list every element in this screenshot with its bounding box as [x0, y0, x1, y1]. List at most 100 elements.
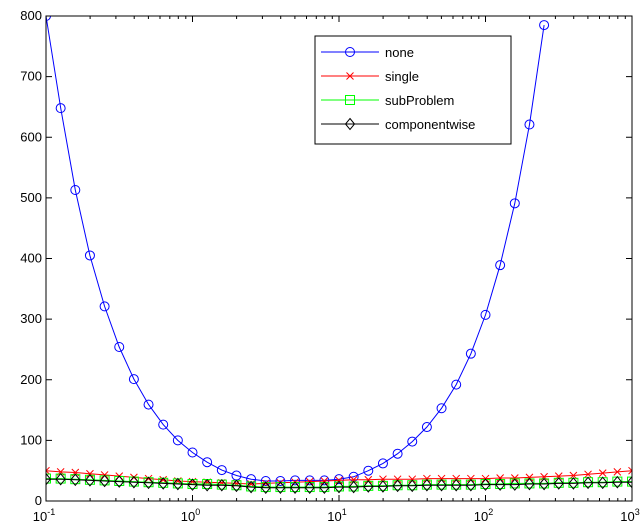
data-point-none: [70, 184, 81, 195]
data-point-none: [524, 119, 535, 130]
data-point-single: [408, 475, 417, 484]
data-point-single: [437, 474, 446, 483]
x-tick-label: 100: [181, 507, 200, 524]
data-point-componentwise: [319, 481, 330, 494]
data-point-single: [320, 477, 329, 485]
data-point-none: [392, 448, 403, 459]
marker-stroke: [613, 468, 622, 476]
marker-stroke: [496, 474, 505, 482]
plot-frame: [45, 15, 633, 502]
data-point-componentwise: [392, 479, 403, 493]
marker-stroke: [510, 474, 519, 482]
data-point-componentwise: [84, 474, 96, 487]
series-line-none: [46, 16, 545, 482]
data-point-none: [334, 474, 344, 485]
legend-label: componentwise: [385, 117, 475, 132]
marker-stroke: [628, 469, 632, 475]
data-point-componentwise: [480, 478, 491, 491]
marker-stroke: [423, 474, 431, 483]
data-point-none: [495, 260, 506, 271]
legend-entry-componentwise: componentwise: [321, 117, 475, 132]
data-point-single: [364, 475, 373, 484]
legend-marker: [345, 47, 355, 57]
data-point-componentwise: [187, 478, 198, 491]
marker-stroke: [437, 474, 446, 483]
x-tick-base: 10: [33, 509, 47, 524]
data-point-componentwise: [597, 476, 608, 490]
y-tick-label: 300: [20, 311, 42, 326]
data-point-componentwise: [451, 478, 462, 492]
data-point-componentwise: [158, 477, 169, 490]
data-point-none: [260, 475, 271, 486]
data-point-none: [128, 374, 139, 385]
data-point-none: [480, 309, 491, 320]
y-tick-labels: 0 100 200 300 400 500 600 700 800: [20, 8, 42, 508]
marker-stroke: [46, 469, 50, 475]
data-point-componentwise: [245, 480, 257, 494]
data-point-none: [421, 422, 432, 433]
data-point-single: [598, 469, 607, 477]
data-point-componentwise: [626, 475, 632, 489]
marker-stroke: [86, 469, 94, 478]
data-point-none: [363, 465, 374, 476]
data-point-componentwise: [582, 476, 594, 490]
data-point-none: [172, 435, 183, 446]
data-point-componentwise: [348, 480, 359, 494]
data-point-componentwise: [260, 481, 271, 494]
data-point-none: [158, 419, 169, 430]
data-point-none: [304, 475, 315, 486]
legend-marker: [346, 72, 354, 80]
x-tick-base: 10: [474, 509, 488, 524]
data-point-componentwise: [495, 478, 506, 491]
y-tick-label: 400: [20, 251, 42, 266]
data-point-componentwise: [70, 473, 81, 487]
marker-stroke: [452, 474, 461, 483]
data-point-componentwise: [231, 479, 242, 493]
data-point-componentwise: [538, 477, 550, 491]
marker-stroke: [466, 474, 475, 483]
y-tick-label: 100: [20, 432, 42, 447]
data-point-componentwise: [275, 481, 286, 494]
x-tick-exponent: -1: [47, 507, 55, 517]
data-point-componentwise: [143, 476, 154, 490]
x-tick-label: 101: [327, 507, 346, 524]
data-point-single: [452, 474, 461, 483]
x-tick-exponent: 3: [635, 507, 640, 517]
legend-marker: [345, 95, 355, 105]
x-tick-exponent: 1: [342, 507, 347, 517]
marker-stroke: [584, 470, 592, 479]
data-point-componentwise: [363, 480, 374, 493]
data-point-componentwise: [377, 480, 389, 493]
legend-entry-subProblem: subProblem: [321, 93, 454, 108]
data-point-none: [275, 475, 286, 486]
legend-marker: [344, 117, 356, 131]
data-point-single: [86, 469, 94, 478]
marker-stroke: [598, 469, 607, 477]
data-point-single: [46, 466, 50, 475]
data-point-componentwise: [55, 472, 66, 486]
data-point-single: [423, 474, 431, 483]
data-point-componentwise: [333, 480, 345, 494]
x-tick-label: 102: [474, 507, 493, 524]
data-point-componentwise: [509, 478, 520, 491]
data-point-single: [584, 470, 592, 479]
marker-stroke: [393, 475, 402, 484]
data-point-none: [465, 348, 476, 359]
marker-stroke: [525, 473, 534, 482]
data-point-componentwise: [553, 477, 564, 490]
marker-stroke: [408, 475, 417, 484]
y-tick-label: 600: [20, 129, 42, 144]
x-tick-labels: 10-1 100 101 102 103: [33, 507, 640, 524]
series-componentwise: [46, 472, 632, 494]
marker-stroke: [346, 72, 354, 80]
x-tick-exponent: 2: [488, 507, 493, 517]
data-point-none: [377, 458, 388, 469]
marker-stroke: [320, 477, 329, 485]
data-point-none: [143, 399, 154, 410]
legend-label: none: [385, 45, 414, 60]
legend-label: subProblem: [385, 93, 454, 108]
data-point-componentwise: [407, 479, 418, 493]
data-point-single: [466, 474, 475, 483]
data-point-none: [84, 250, 95, 261]
